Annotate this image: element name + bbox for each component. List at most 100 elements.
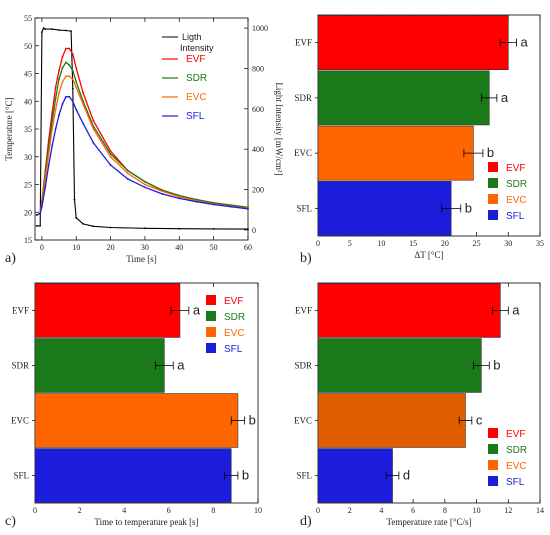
- data-point-light: [92, 225, 95, 228]
- data-point-evc: [144, 183, 146, 186]
- bar-sfl: [317, 448, 393, 503]
- x-tick-label: 5: [348, 239, 352, 248]
- legend-label-sdr: SDR: [186, 73, 207, 84]
- data-point-sdr: [58, 78, 60, 80]
- data-point-evc: [54, 108, 57, 111]
- legend-label-evf: EVF: [506, 163, 525, 174]
- category-label: SDR: [294, 93, 312, 103]
- category-label: EVF: [295, 306, 312, 316]
- x-tick-label: 14: [536, 506, 544, 515]
- data-point-evf: [82, 92, 84, 94]
- data-point-sdr: [51, 119, 54, 122]
- x-tick-label: 6: [411, 506, 415, 515]
- x-tick-label: 25: [473, 239, 481, 248]
- x-tick-label: 40: [175, 243, 183, 252]
- legend-label-sdr: SDR: [224, 312, 245, 323]
- series-line-evf: [36, 47, 249, 216]
- legend-label-evc: EVC: [506, 195, 527, 206]
- x-tick-label: 10: [72, 243, 80, 252]
- bar-sfl: [317, 181, 452, 236]
- legend-label-sdr: SDR: [506, 179, 527, 190]
- category-label: SFL: [13, 471, 29, 481]
- legend-label-light: Ligth: [182, 32, 202, 42]
- x-tick-label: 8: [211, 506, 215, 515]
- legend-label-evf: EVF: [186, 54, 205, 65]
- bar-evf: [317, 283, 501, 338]
- bar-sdr: [34, 338, 165, 393]
- data-point-sfl: [195, 200, 198, 203]
- panel-letter: b): [300, 251, 312, 266]
- bar-sdr: [317, 70, 490, 126]
- data-point-sfl: [144, 186, 146, 189]
- significance-letter: b: [242, 468, 249, 483]
- significance-letter: a: [193, 303, 201, 318]
- y2-tick-label: 0: [252, 226, 256, 235]
- data-point-light: [70, 30, 72, 33]
- y2-tick-label: 400: [252, 145, 264, 154]
- x-tick-label: 0: [33, 506, 37, 515]
- category-label: EVC: [294, 148, 312, 158]
- bar-sdr: [317, 338, 482, 393]
- y2-tick-label: 600: [252, 105, 264, 114]
- data-point-evc: [58, 92, 60, 94]
- series-line-sdr: [36, 61, 249, 216]
- data-point-evc: [65, 75, 67, 78]
- significance-letter: b: [465, 200, 472, 215]
- data-point-light: [58, 29, 60, 32]
- data-point-light: [39, 224, 42, 227]
- significance-letter: a: [501, 90, 509, 105]
- data-point-evf: [58, 69, 60, 72]
- legend-label-sfl: SFL: [186, 111, 205, 122]
- data-point-light: [42, 27, 45, 29]
- data-point-evc: [82, 103, 84, 105]
- data-point-sfl: [92, 141, 95, 144]
- legend-swatch-evf: [206, 295, 216, 305]
- data-point-evc: [161, 190, 164, 193]
- bar-evf: [34, 283, 181, 338]
- legend-swatch-sfl: [488, 476, 498, 486]
- data-point-sfl: [61, 103, 64, 105]
- legend-swatch-sfl: [488, 210, 498, 220]
- data-point-sfl: [126, 178, 129, 180]
- legend-label-evc: EVC: [506, 461, 527, 472]
- data-point-evc: [109, 155, 112, 158]
- y-tick-label: 55: [24, 14, 32, 23]
- data-point-sfl: [35, 214, 38, 216]
- legend-label-sfl: SFL: [224, 344, 243, 355]
- category-label: EVF: [295, 38, 312, 48]
- x-tick-label: 2: [78, 506, 82, 515]
- data-point-evc: [44, 178, 47, 180]
- data-point-sfl: [82, 122, 84, 125]
- legend-swatch-evf: [488, 428, 498, 438]
- x-tick-label: 2: [348, 506, 352, 515]
- bar-evf: [317, 15, 509, 70]
- data-point-light: [35, 224, 38, 227]
- data-point-sdr: [68, 64, 71, 67]
- x-tick-label: 60: [244, 243, 252, 252]
- data-point-light: [71, 87, 74, 90]
- category-label: EVC: [11, 416, 29, 426]
- y-tick-label: 30: [24, 153, 32, 162]
- x-tick-label: 20: [107, 243, 115, 252]
- y-tick-label: 45: [24, 70, 32, 79]
- data-point-evc: [75, 86, 78, 89]
- legend-swatch-evc: [488, 460, 498, 470]
- legend-swatch-evf: [488, 162, 498, 172]
- legend-label-sfl: SFL: [506, 211, 525, 222]
- x-tick-label: 12: [504, 506, 512, 515]
- legend-label-evf: EVF: [506, 429, 525, 440]
- panel-letter: d): [300, 514, 312, 529]
- data-point-sfl: [229, 205, 232, 208]
- data-point-sdr: [144, 180, 146, 183]
- data-point-sfl: [68, 95, 71, 98]
- data-point-sfl: [71, 100, 74, 103]
- data-point-evf: [109, 150, 112, 153]
- y2-tick-label: 1000: [252, 24, 268, 33]
- data-point-evc: [92, 128, 95, 130]
- x-axis-label: Time to temperature peak [s]: [94, 517, 198, 527]
- panel-frame: [34, 282, 259, 504]
- data-point-sfl: [178, 197, 181, 200]
- data-point-sfl: [75, 108, 78, 111]
